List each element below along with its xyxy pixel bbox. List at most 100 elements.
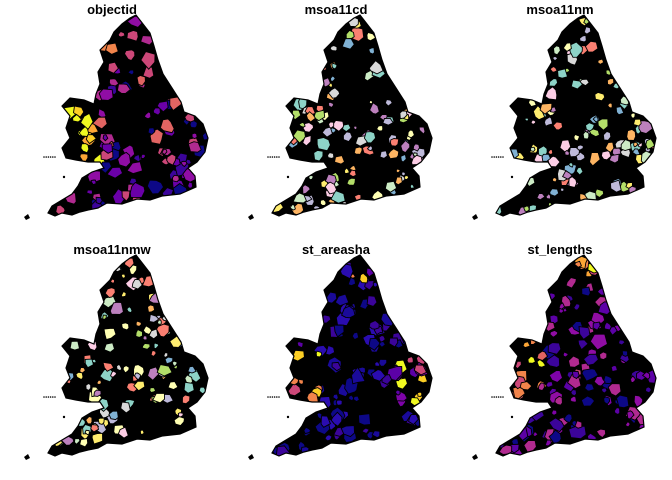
map-panel-msoa11nm: msoa11nm [448,0,672,240]
region-polygon [592,321,601,331]
region-polygon [564,149,571,156]
region-polygon [561,170,573,180]
island-dot [45,156,47,158]
map-england-wales [472,14,657,220]
region-polygon [588,128,601,138]
region-polygon [353,146,363,155]
region-polygon [105,42,119,55]
panel-title: st_areasha [302,242,370,257]
island-dot [497,396,500,398]
island-dot [267,156,269,158]
region-polygon [140,153,146,159]
region-polygon [408,414,419,426]
region-polygon [352,395,360,403]
region-polygon [346,177,356,186]
region-polygon [91,116,108,130]
region-polygon [548,429,562,445]
island-dot [267,396,269,398]
region-polygon [574,420,583,429]
region-polygon [172,174,180,183]
region-polygon [409,183,416,189]
island-dot [271,396,274,398]
region-polygon [80,112,94,130]
region-polygon [388,337,399,348]
island-dot [49,396,52,398]
region-polygon [621,350,629,357]
region-polygon [522,341,531,349]
panel-title: msoa11cd [304,2,368,17]
region-polygon [589,333,609,351]
region-polygon [90,424,100,433]
region-polygon [594,91,606,102]
region-polygon [102,361,115,372]
region-polygon [142,65,155,79]
region-polygon [400,139,411,154]
region-polygon [316,412,323,421]
region-polygon [384,180,398,193]
region-polygon [313,344,329,357]
region-polygon [142,335,148,341]
region-polygon [630,112,636,119]
region-polygon [135,329,143,338]
island-dot [269,156,271,158]
region-polygon [98,88,114,101]
country-base-shape [272,15,432,216]
region-polygon [610,365,618,373]
region-polygon [341,123,352,133]
region-polygon [368,47,375,55]
country-outline [271,14,433,217]
region-polygon [592,116,599,123]
island-dot [502,156,504,158]
region-polygon [617,339,626,346]
island-dot [276,156,278,158]
region-polygon [126,161,144,175]
region-polygon [620,139,632,151]
region-polygon [548,417,565,433]
region-polygon [370,369,387,382]
region-polygon [530,119,537,125]
region-polygon [173,416,186,427]
region-polygon [369,102,380,115]
region-polygon [313,109,326,122]
region-polygon [107,61,119,74]
region-polygon [353,125,358,131]
region-polygon [584,40,599,53]
isles-of-scilly [472,454,478,460]
island-dot [45,396,47,398]
region-polygon [116,363,123,372]
region-polygon [589,151,601,167]
region-polygon [348,164,357,172]
country-base-shape [48,255,208,456]
small-island [510,415,514,419]
region-polygon [121,190,131,202]
region-polygon [343,167,351,174]
region-polygon [570,79,584,90]
region-polygon [325,344,336,356]
region-polygon [85,382,92,391]
small-island [62,415,66,419]
region-polygon [615,394,630,409]
region-polygon [289,204,296,211]
region-polygon [547,149,554,156]
country-outline [495,254,657,457]
region-polygon [399,110,408,120]
region-polygon [368,59,384,75]
panel-title: st_lengths [527,242,593,257]
region-polygon [79,437,89,448]
region-polygon [577,339,589,351]
region-polygon [545,193,551,200]
region-polygon [327,101,335,108]
region-polygon [568,176,578,189]
region-polygon [626,410,635,420]
isles-of-scilly [472,214,478,220]
map-england-wales [248,254,433,460]
island-dot [54,396,56,398]
region-polygon [80,143,90,154]
region-polygon [69,340,81,351]
island-dot [52,156,54,158]
region-polygon [123,49,136,62]
map-england-wales [24,14,209,220]
region-polygon [108,410,119,421]
region-polygon [610,179,622,193]
region-polygon [366,31,377,42]
